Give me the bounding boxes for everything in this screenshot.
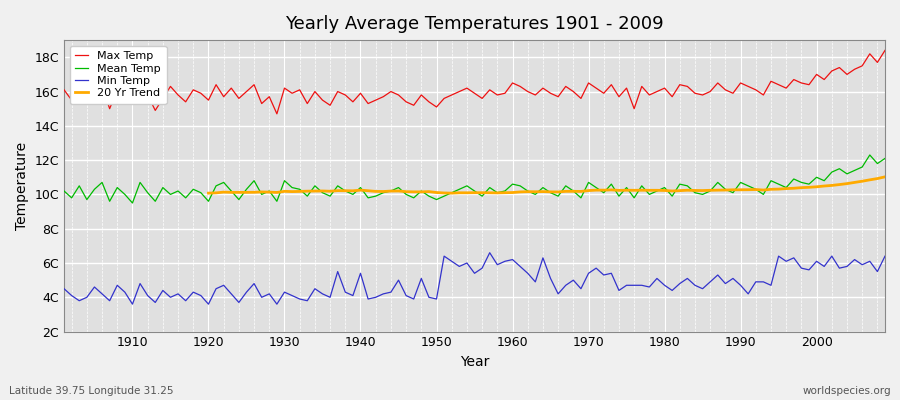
20 Yr Trend bbox=[682, 188, 693, 193]
Mean Temp bbox=[340, 188, 351, 193]
20 Yr Trend bbox=[857, 179, 868, 184]
Line: Mean Temp: Mean Temp bbox=[64, 155, 885, 203]
Min Temp bbox=[614, 288, 625, 293]
20 Yr Trend bbox=[788, 186, 799, 191]
Mean Temp bbox=[515, 184, 526, 188]
Max Temp bbox=[272, 112, 283, 116]
Mean Temp bbox=[127, 200, 138, 205]
Min Temp bbox=[127, 302, 138, 306]
20 Yr Trend bbox=[773, 187, 784, 192]
Max Temp bbox=[515, 84, 526, 89]
Min Temp bbox=[515, 264, 526, 269]
Line: Min Temp: Min Temp bbox=[64, 253, 885, 304]
Mean Temp bbox=[606, 182, 616, 186]
Min Temp bbox=[340, 290, 351, 294]
Max Temp bbox=[879, 48, 890, 53]
Min Temp bbox=[294, 297, 305, 302]
Mean Temp bbox=[120, 192, 130, 197]
Y-axis label: Temperature: Temperature bbox=[15, 142, 29, 230]
Mean Temp bbox=[879, 156, 890, 161]
Min Temp bbox=[522, 271, 533, 276]
Line: 20 Yr Trend: 20 Yr Trend bbox=[209, 177, 885, 193]
20 Yr Trend bbox=[446, 191, 457, 196]
Mean Temp bbox=[58, 188, 69, 193]
Max Temp bbox=[606, 82, 616, 87]
Max Temp bbox=[294, 88, 305, 92]
X-axis label: Year: Year bbox=[460, 355, 490, 369]
Line: Max Temp: Max Temp bbox=[64, 50, 885, 114]
Mean Temp bbox=[864, 152, 875, 157]
20 Yr Trend bbox=[879, 174, 890, 179]
Min Temp bbox=[120, 290, 130, 294]
Max Temp bbox=[58, 88, 69, 92]
Title: Yearly Average Temperatures 1901 - 2009: Yearly Average Temperatures 1901 - 2009 bbox=[285, 15, 664, 33]
Mean Temp bbox=[507, 182, 517, 186]
Max Temp bbox=[507, 80, 517, 85]
Text: Latitude 39.75 Longitude 31.25: Latitude 39.75 Longitude 31.25 bbox=[9, 386, 174, 396]
Legend: Max Temp, Mean Temp, Min Temp, 20 Yr Trend: Max Temp, Mean Temp, Min Temp, 20 Yr Tre… bbox=[69, 46, 166, 104]
Max Temp bbox=[120, 96, 130, 101]
Min Temp bbox=[58, 286, 69, 291]
20 Yr Trend bbox=[294, 189, 305, 194]
Mean Temp bbox=[294, 187, 305, 192]
Min Temp bbox=[484, 250, 495, 255]
20 Yr Trend bbox=[203, 191, 214, 196]
Text: worldspecies.org: worldspecies.org bbox=[803, 386, 891, 396]
Max Temp bbox=[340, 92, 351, 97]
Min Temp bbox=[879, 254, 890, 258]
20 Yr Trend bbox=[409, 190, 419, 194]
